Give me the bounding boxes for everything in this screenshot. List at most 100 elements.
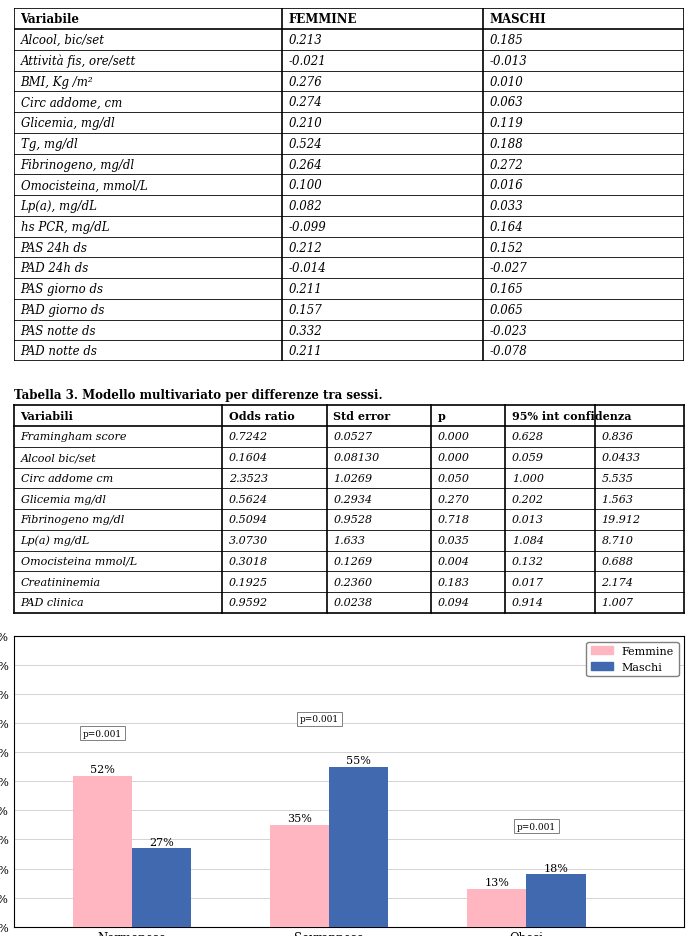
Text: 0.164: 0.164 xyxy=(490,221,524,234)
Text: 0.000: 0.000 xyxy=(437,431,470,442)
Text: 0.0527: 0.0527 xyxy=(333,431,372,442)
Text: 0.157: 0.157 xyxy=(289,303,323,316)
Text: 0.183: 0.183 xyxy=(437,577,470,587)
Text: 0.211: 0.211 xyxy=(289,283,323,296)
Text: Glicemia, mg/dl: Glicemia, mg/dl xyxy=(21,117,114,130)
Text: 13%: 13% xyxy=(484,877,509,887)
Text: 0.718: 0.718 xyxy=(437,515,470,525)
Text: Std error: Std error xyxy=(333,411,390,421)
Text: p=0.001: p=0.001 xyxy=(300,714,339,724)
Bar xyxy=(73,776,132,927)
Text: 3.0730: 3.0730 xyxy=(229,535,268,546)
Text: 0.5094: 0.5094 xyxy=(229,515,268,525)
Text: Odds ratio: Odds ratio xyxy=(229,411,295,421)
Text: 1.007: 1.007 xyxy=(601,598,634,607)
Text: 0.276: 0.276 xyxy=(289,76,323,88)
Text: 0.264: 0.264 xyxy=(289,158,323,171)
Text: 0.272: 0.272 xyxy=(490,158,524,171)
Bar xyxy=(527,874,585,927)
Text: 0.3018: 0.3018 xyxy=(229,556,268,566)
Text: Omocisteina mmol/L: Omocisteina mmol/L xyxy=(21,556,137,566)
Text: 0.1269: 0.1269 xyxy=(333,556,372,566)
Text: 0.152: 0.152 xyxy=(490,241,524,255)
Text: Tg, mg/dl: Tg, mg/dl xyxy=(21,138,77,151)
Text: 1.084: 1.084 xyxy=(512,535,544,546)
Text: 19.912: 19.912 xyxy=(601,515,641,525)
Text: 0.016: 0.016 xyxy=(490,179,524,192)
Text: 0.165: 0.165 xyxy=(490,283,524,296)
Text: Fibrinogeno mg/dl: Fibrinogeno mg/dl xyxy=(21,515,125,525)
Text: 0.050: 0.050 xyxy=(437,474,470,483)
Text: -0.099: -0.099 xyxy=(289,221,326,234)
Text: 0.211: 0.211 xyxy=(289,345,323,358)
Text: PAS giorno ds: PAS giorno ds xyxy=(21,283,104,296)
Text: 0.063: 0.063 xyxy=(490,96,524,110)
Text: p=0.001: p=0.001 xyxy=(517,822,556,831)
Text: 18%: 18% xyxy=(544,863,569,873)
Text: Framingham score: Framingham score xyxy=(21,431,127,442)
Text: BMI, Kg /m²: BMI, Kg /m² xyxy=(21,76,93,88)
Legend: Femmine, Maschi: Femmine, Maschi xyxy=(586,642,679,677)
Text: 52%: 52% xyxy=(90,765,115,774)
Text: 1.0269: 1.0269 xyxy=(333,474,372,483)
Bar xyxy=(270,825,329,927)
Text: 0.524: 0.524 xyxy=(289,138,323,151)
Text: 0.033: 0.033 xyxy=(490,200,524,212)
Text: 0.628: 0.628 xyxy=(512,431,544,442)
Text: 0.270: 0.270 xyxy=(437,494,470,505)
Text: 0.274: 0.274 xyxy=(289,96,323,110)
Text: 55%: 55% xyxy=(346,755,371,766)
Text: -0.027: -0.027 xyxy=(490,262,527,275)
Text: 0.119: 0.119 xyxy=(490,117,524,130)
Text: 0.188: 0.188 xyxy=(490,138,524,151)
Text: 0.688: 0.688 xyxy=(601,556,634,566)
Text: MASCHI: MASCHI xyxy=(490,13,547,26)
Text: 0.202: 0.202 xyxy=(512,494,544,505)
Text: 0.132: 0.132 xyxy=(512,556,544,566)
Text: PAS 24h ds: PAS 24h ds xyxy=(21,241,87,255)
Text: 0.210: 0.210 xyxy=(289,117,323,130)
Text: Lp(a) mg/dL: Lp(a) mg/dL xyxy=(21,535,90,546)
Text: 8.710: 8.710 xyxy=(601,535,634,546)
Text: 1.633: 1.633 xyxy=(333,535,366,546)
Text: -0.021: -0.021 xyxy=(289,54,326,67)
Text: 0.9592: 0.9592 xyxy=(229,598,268,607)
Text: 0.2360: 0.2360 xyxy=(333,577,372,587)
Bar xyxy=(467,889,527,927)
Text: PAD 24h ds: PAD 24h ds xyxy=(21,262,88,275)
Text: 0.185: 0.185 xyxy=(490,34,524,47)
Text: 0.0238: 0.0238 xyxy=(333,598,372,607)
Text: hs PCR, mg/dL: hs PCR, mg/dL xyxy=(21,221,109,234)
Text: 1.000: 1.000 xyxy=(512,474,544,483)
Text: 0.1925: 0.1925 xyxy=(229,577,268,587)
Text: 5.535: 5.535 xyxy=(601,474,634,483)
Text: Circ addome cm: Circ addome cm xyxy=(21,474,113,483)
Text: -0.013: -0.013 xyxy=(490,54,527,67)
Text: 0.914: 0.914 xyxy=(512,598,544,607)
Text: 0.08130: 0.08130 xyxy=(333,453,379,462)
Text: 0.100: 0.100 xyxy=(289,179,323,192)
Text: -0.014: -0.014 xyxy=(289,262,326,275)
Text: 95% int confidenza: 95% int confidenza xyxy=(512,411,632,421)
Text: 0.082: 0.082 xyxy=(289,200,323,212)
Text: Variabile: Variabile xyxy=(21,13,79,26)
Text: 2.3523: 2.3523 xyxy=(229,474,268,483)
Text: PAS notte ds: PAS notte ds xyxy=(21,324,96,337)
Text: 0.2934: 0.2934 xyxy=(333,494,372,505)
Text: 0.5624: 0.5624 xyxy=(229,494,268,505)
Text: p: p xyxy=(437,411,446,421)
Text: Attività fis, ore/sett: Attività fis, ore/sett xyxy=(21,54,135,68)
Text: 0.059: 0.059 xyxy=(512,453,544,462)
Text: 0.836: 0.836 xyxy=(601,431,634,442)
Text: Variabili: Variabili xyxy=(21,411,73,421)
Text: 0.013: 0.013 xyxy=(512,515,544,525)
Text: Alcool, bic/set: Alcool, bic/set xyxy=(21,34,104,47)
Text: Circ addome, cm: Circ addome, cm xyxy=(21,96,122,110)
Text: 35%: 35% xyxy=(287,813,312,824)
Text: FEMMINE: FEMMINE xyxy=(289,13,357,26)
Text: 2.174: 2.174 xyxy=(601,577,634,587)
Text: 0.212: 0.212 xyxy=(289,241,323,255)
Text: 1.563: 1.563 xyxy=(601,494,634,505)
Text: PAD clinica: PAD clinica xyxy=(21,598,84,607)
Text: Creatininemia: Creatininemia xyxy=(21,577,101,587)
